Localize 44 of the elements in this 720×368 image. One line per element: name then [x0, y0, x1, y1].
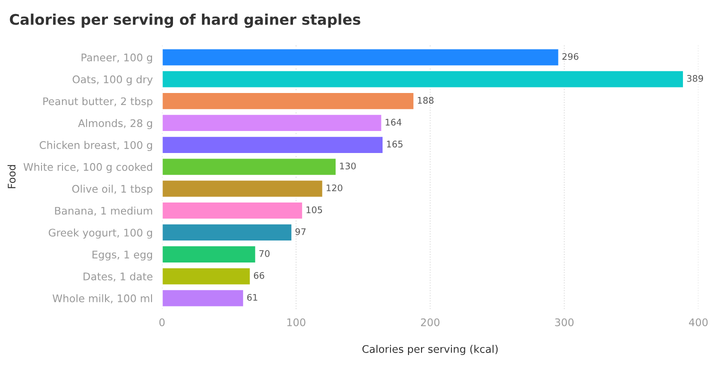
y-tick-label: Chicken breast, 100 g: [40, 140, 152, 152]
data-label: 164: [386, 118, 402, 126]
data-label: 389: [687, 74, 704, 82]
bar: [162, 48, 560, 67]
x-tick-label: 0: [159, 318, 165, 326]
data-label: 296: [562, 53, 578, 60]
data-label: 70: [259, 250, 270, 257]
data-label: 188: [418, 96, 434, 104]
x-tick-label: 300: [555, 318, 574, 326]
y-tick-label: Banana, 1 medium: [55, 206, 152, 216]
data-label: 97: [295, 228, 306, 236]
x-axis-title: Calories per serving (kcal): [362, 344, 498, 355]
bar: [162, 244, 257, 264]
y-axis-title: Food: [8, 165, 16, 188]
x-tick-label: 200: [421, 318, 440, 326]
data-label: 105: [306, 206, 322, 214]
y-tick-label: White rice, 100 g cooked: [24, 162, 152, 173]
data-label: 120: [326, 184, 342, 192]
y-tick-label: Oats, 100 g dry: [72, 75, 153, 86]
x-tick-label: 100: [287, 318, 306, 326]
y-tick-label: Whole milk, 100 ml: [52, 294, 152, 304]
bar: [162, 92, 415, 111]
bar: [162, 70, 684, 89]
bar: [162, 266, 252, 286]
bar: [162, 179, 324, 198]
bar: [162, 135, 384, 154]
chart-title: Calories per serving of hard gainer staples: [10, 14, 360, 28]
bar: [162, 288, 244, 308]
y-tick-label: Eggs, 1 egg: [92, 250, 152, 260]
data-label: 66: [254, 272, 264, 279]
y-tick-label: Almonds, 28 g: [78, 119, 152, 130]
data-label: 165: [387, 140, 402, 148]
y-tick-label: Dates, 1 date: [84, 272, 152, 282]
y-tick-label: Greek yogurt, 100 g: [48, 228, 152, 239]
data-label: 130: [340, 162, 356, 170]
bar: [162, 157, 338, 176]
x-tick-label: 400: [688, 318, 708, 326]
y-tick-label: Paneer, 100 g: [82, 54, 152, 64]
y-tick-label: Peanut butter, 2 tbsp: [43, 97, 152, 108]
data-label: 61: [247, 294, 258, 301]
y-tick-label: Olive oil, 1 tbsp: [72, 184, 152, 195]
bar: [162, 114, 383, 132]
bar: [162, 201, 304, 220]
bar: [162, 223, 293, 242]
